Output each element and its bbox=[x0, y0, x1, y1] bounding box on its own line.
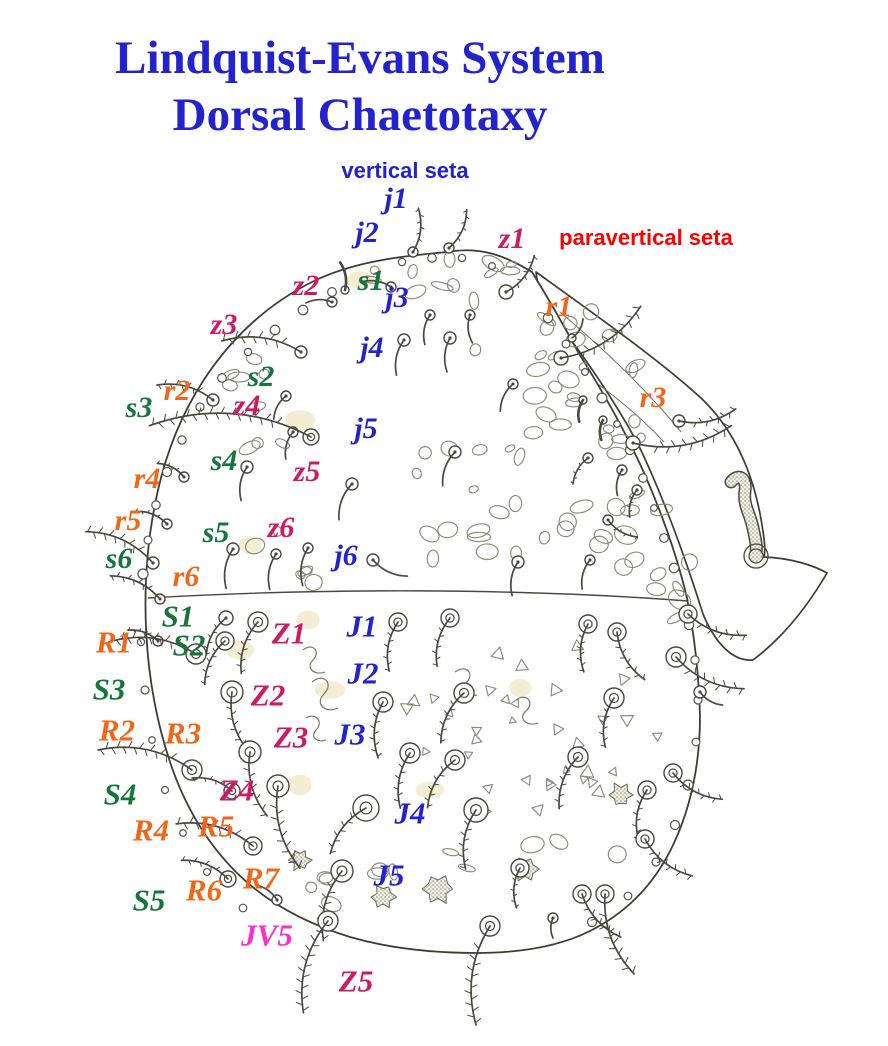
seta-label-j3: j3 bbox=[385, 281, 409, 314]
seta-label-s5: s5 bbox=[202, 516, 230, 549]
seta-label-j5: j5 bbox=[354, 412, 378, 445]
seta-label-r1: r1 bbox=[545, 290, 573, 323]
seta-label-s6: s6 bbox=[105, 542, 133, 575]
seta-label-j2: j2 bbox=[355, 216, 379, 249]
seta-label-j1: j1 bbox=[384, 182, 408, 215]
seta-label-Z2: Z2 bbox=[250, 677, 286, 713]
seta-label-S1: S1 bbox=[161, 598, 195, 634]
seta-label-Z5: Z5 bbox=[338, 963, 374, 999]
seta-label-s4: s4 bbox=[210, 444, 238, 477]
margin-beads bbox=[136, 253, 703, 928]
seta-label-z4: z4 bbox=[233, 389, 261, 422]
seta-label-j4: j4 bbox=[360, 331, 384, 364]
seta-label-r4: r4 bbox=[133, 462, 161, 495]
diagram-title-line1: Lindquist-Evans System bbox=[115, 32, 605, 84]
seta-label-J3: J3 bbox=[334, 716, 366, 752]
vertical-seta-annotation: vertical seta bbox=[341, 158, 469, 183]
setae bbox=[85, 207, 748, 1026]
diagram-title: Lindquist-Evans System Dorsal Chaetotaxy bbox=[70, 30, 650, 144]
seta-label-s3: s3 bbox=[125, 391, 153, 424]
seta-label-J5: J5 bbox=[373, 857, 405, 893]
diagram-title-line2: Dorsal Chaetotaxy bbox=[172, 89, 548, 141]
seta-label-z2: z2 bbox=[292, 269, 320, 302]
seta-label-z1: z1 bbox=[498, 222, 526, 255]
seta-label-Z4: Z4 bbox=[219, 772, 255, 808]
seta-label-R3: R3 bbox=[164, 715, 202, 751]
seta-label-R5: R5 bbox=[197, 808, 235, 844]
seta-label-R6: R6 bbox=[185, 872, 223, 908]
seta-label-z3: z3 bbox=[210, 308, 238, 341]
seta-label-r3: r3 bbox=[639, 381, 667, 414]
seta-label-s1: s1 bbox=[357, 264, 385, 297]
dorsal-shield-suture bbox=[147, 590, 689, 602]
seta-label-S3: S3 bbox=[92, 671, 126, 707]
seta-label-r5: r5 bbox=[114, 504, 142, 537]
seta-label-R4: R4 bbox=[132, 812, 170, 848]
seta-label-R1: R1 bbox=[95, 624, 133, 660]
seta-label-s2: s2 bbox=[247, 360, 275, 393]
seta-label-S4: S4 bbox=[103, 776, 137, 812]
seta-label-R2: R2 bbox=[98, 712, 136, 748]
seta-label-r6: r6 bbox=[172, 560, 200, 593]
peritreme bbox=[724, 470, 769, 569]
seta-label-S2: S2 bbox=[172, 627, 206, 663]
paravertical-seta-annotation: paravertical seta bbox=[559, 225, 733, 250]
seta-label-z5: z5 bbox=[293, 455, 321, 488]
seta-label-JV5: JV5 bbox=[241, 917, 293, 953]
seta-label-J2: J2 bbox=[347, 655, 379, 691]
seta-label-r2: r2 bbox=[163, 374, 191, 407]
seta-label-Z3: Z3 bbox=[273, 719, 309, 755]
seta-label-j6: j6 bbox=[334, 539, 358, 572]
seta-label-J1: J1 bbox=[346, 608, 378, 644]
seta-label-R7: R7 bbox=[242, 860, 280, 896]
seta-label-S5: S5 bbox=[132, 882, 166, 918]
seta-label-Z1: Z1 bbox=[271, 615, 307, 651]
seta-label-z6: z6 bbox=[267, 511, 295, 544]
seta-label-J4: J4 bbox=[394, 795, 426, 831]
